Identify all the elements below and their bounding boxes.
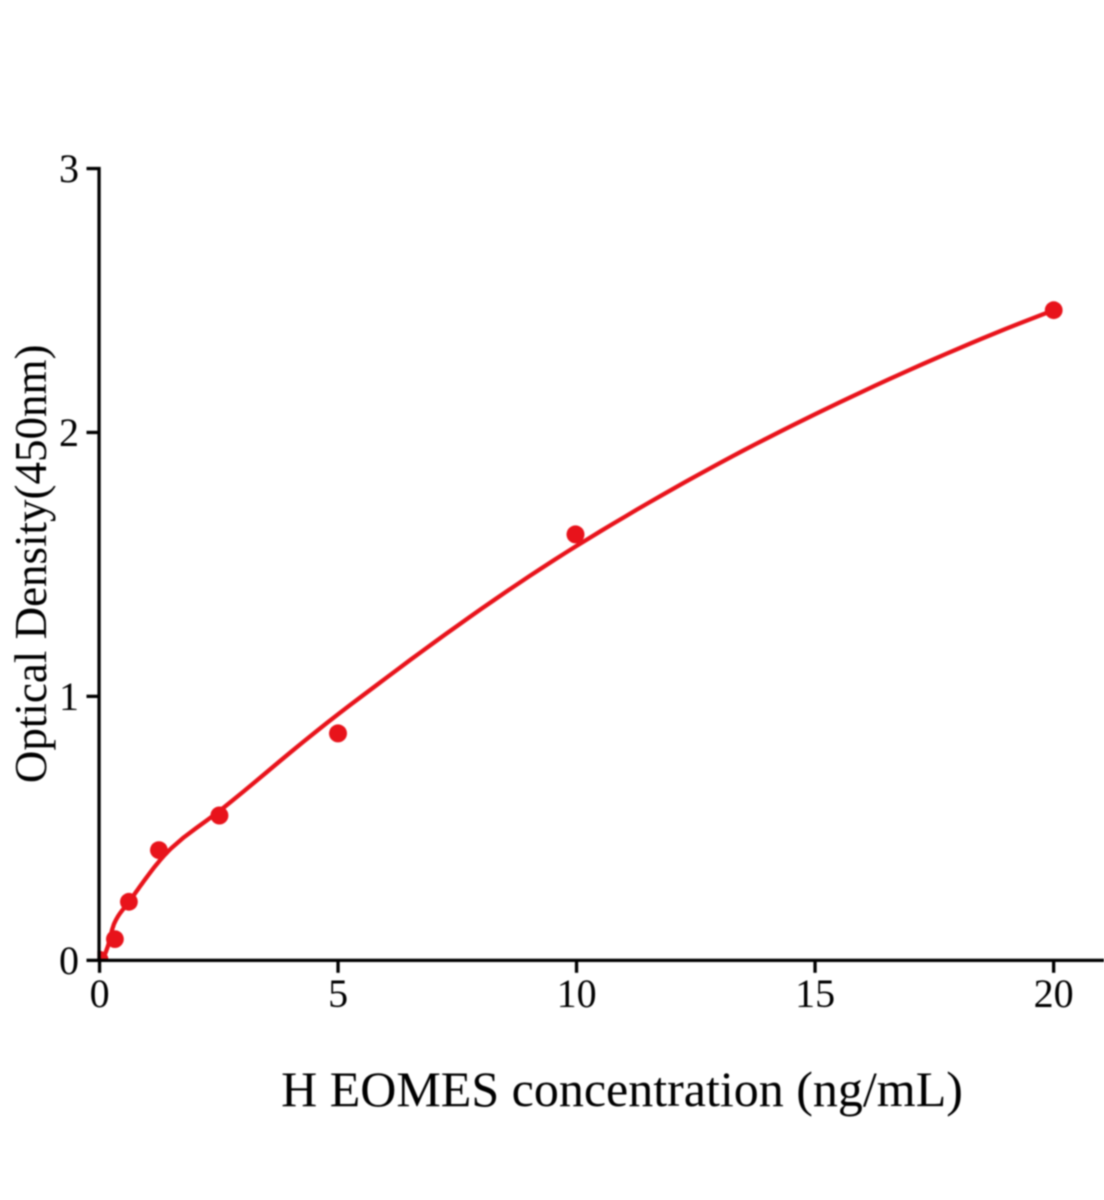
svg-text:3: 3 (59, 146, 79, 191)
svg-text:20: 20 (1034, 971, 1074, 1016)
svg-text:H EOMES concentration (ng/mL): H EOMES concentration (ng/mL) (281, 1061, 963, 1117)
svg-text:10: 10 (557, 971, 597, 1016)
svg-text:0: 0 (59, 938, 79, 983)
svg-text:1: 1 (59, 674, 79, 719)
svg-text:15: 15 (795, 971, 835, 1016)
svg-text:5: 5 (328, 971, 348, 1016)
svg-text:0: 0 (90, 971, 110, 1016)
svg-text:Optical Density(450nm): Optical Density(450nm) (6, 344, 56, 783)
svg-text:2: 2 (59, 410, 79, 455)
